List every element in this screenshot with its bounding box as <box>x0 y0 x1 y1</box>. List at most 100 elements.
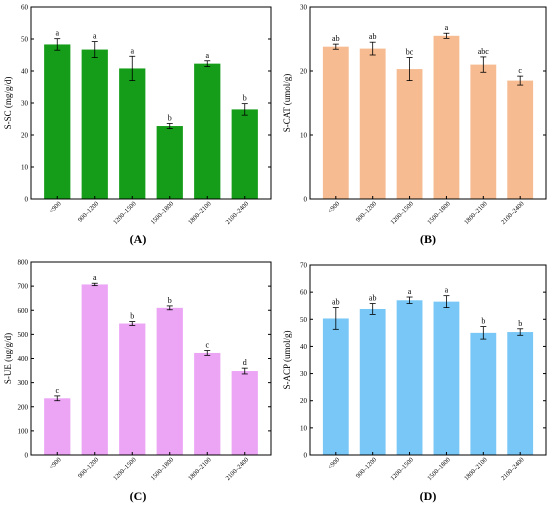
y-tick-label: 20 <box>300 397 308 405</box>
bar <box>119 323 146 455</box>
bar <box>507 80 534 199</box>
bar <box>359 48 386 199</box>
y-axis-label: S-UE (ug/g/d) <box>3 333 13 384</box>
y-tick-label: 600 <box>18 307 29 315</box>
significance-letter: b <box>518 319 522 328</box>
x-tick-label: 1500–1800 <box>426 200 452 226</box>
chart-panel-3: ab <900 ab 900–1200 a 1200–1500 a 1500–1800 b 180… <box>282 262 547 503</box>
y-tick-label: 10 <box>300 132 308 140</box>
y-tick-label: 20 <box>300 68 308 76</box>
bar <box>470 332 497 455</box>
y-tick-label: 300 <box>18 379 29 387</box>
significance-letter: a <box>445 23 449 32</box>
x-tick-label: 900–1200 <box>77 200 100 223</box>
chart-panel-1: ab <900 ab 900–1200 bc 1200–1500 a 1500–1800 abc… <box>282 4 547 246</box>
significance-letter: a <box>130 46 134 55</box>
bar <box>231 371 258 455</box>
plot-frame <box>30 6 272 200</box>
y-tick-label: 50 <box>300 316 308 324</box>
significance-letter: b <box>130 312 134 321</box>
bar <box>433 301 460 455</box>
bar <box>81 49 108 200</box>
y-tick-label: 800 <box>18 259 29 267</box>
bar <box>156 126 183 199</box>
significance-letter: c <box>518 66 522 75</box>
y-tick-label: 0 <box>25 196 29 204</box>
y-tick-label: 400 <box>18 355 29 363</box>
y-tick-label: 100 <box>18 427 29 435</box>
x-tick-label: 1500–1800 <box>150 456 176 482</box>
x-tick-label: 900–1200 <box>355 200 378 223</box>
panel-label: (C) <box>130 489 147 503</box>
x-tick-label: 2100–2400 <box>225 456 251 482</box>
y-tick-label: 10 <box>300 424 308 432</box>
y-tick-label: 30 <box>300 370 308 378</box>
x-tick-label: 1500–1800 <box>150 200 176 226</box>
panel-label: (D) <box>420 489 437 503</box>
x-tick-label: 1800–2100 <box>187 456 213 482</box>
bar <box>44 398 71 455</box>
significance-letter: b <box>243 94 247 103</box>
bar <box>119 68 146 199</box>
significance-letter: a <box>93 32 97 41</box>
y-tick-label: 20 <box>21 132 29 140</box>
significance-letter: a <box>205 51 209 60</box>
x-tick-label: 1500–1800 <box>426 456 452 482</box>
bar <box>396 300 423 455</box>
bar <box>81 284 108 455</box>
y-axis-label: S-CAT (umol/g) <box>282 74 292 133</box>
significance-letter: ab <box>332 34 340 43</box>
x-tick-label: <900 <box>48 200 62 214</box>
bar <box>470 64 497 199</box>
y-tick-label: 60 <box>21 4 29 12</box>
significance-letter: d <box>243 358 247 367</box>
y-tick-label: 10 <box>21 164 29 172</box>
y-tick-label: 700 <box>18 283 29 291</box>
significance-letter: bc <box>406 48 414 57</box>
panel-label: (B) <box>420 232 436 246</box>
y-tick-label: 40 <box>300 343 308 351</box>
significance-letter: c <box>55 386 59 395</box>
x-tick-label: 2100–2400 <box>500 200 526 226</box>
y-axis-label: S-SC (mg/g/d) <box>3 77 13 130</box>
bar <box>322 318 349 455</box>
plot-frame <box>30 261 272 456</box>
y-tick-label: 50 <box>21 36 29 44</box>
x-tick-label: 2100–2400 <box>225 200 251 226</box>
bar <box>194 63 221 199</box>
x-tick-label: 1200–1500 <box>389 456 415 482</box>
bar <box>359 308 386 455</box>
y-tick-label: 500 <box>18 331 29 339</box>
significance-letter: c <box>205 341 209 350</box>
x-tick-label: 1800–2100 <box>187 200 213 226</box>
y-tick-label: 70 <box>300 262 308 270</box>
y-tick-label: 0 <box>304 196 308 204</box>
bar <box>433 35 460 199</box>
bar <box>194 352 221 455</box>
x-tick-label: 900–1200 <box>77 456 100 479</box>
plot-frame <box>309 6 547 200</box>
y-tick-label: 60 <box>300 289 308 297</box>
significance-letter: ab <box>369 32 377 41</box>
significance-letter: b <box>168 113 172 122</box>
x-tick-label: 2100–2400 <box>500 456 526 482</box>
x-tick-label: <900 <box>327 200 341 214</box>
significance-letter: a <box>408 287 412 296</box>
x-tick-label: 1800–2100 <box>463 456 489 482</box>
significance-letter: b <box>168 296 172 305</box>
significance-letter: a <box>93 273 97 282</box>
bar <box>156 307 183 455</box>
chart-panel-0: a <900 a 900–1200 a 1200–1500 b 1500–1800 a 1800–… <box>3 4 272 246</box>
bar <box>231 109 258 199</box>
significance-letter: a <box>55 29 59 38</box>
significance-letter: a <box>445 286 449 295</box>
significance-letter: abc <box>478 47 490 56</box>
chart-panel-2: c <900 a 900–1200 b 1200–1500 b 1500–1800 c 1800–… <box>3 259 272 503</box>
bar <box>44 44 71 199</box>
significance-letter: b <box>481 317 485 326</box>
bar <box>396 69 423 199</box>
x-tick-label: <900 <box>48 456 62 470</box>
x-tick-label: <900 <box>327 456 341 470</box>
y-tick-label: 30 <box>21 100 29 108</box>
